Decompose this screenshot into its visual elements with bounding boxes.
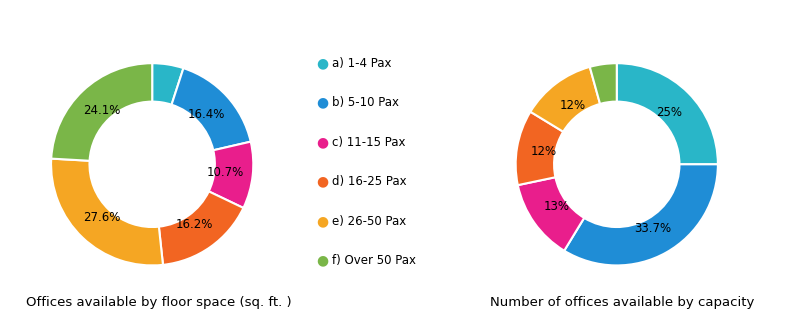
Text: ●: ●	[316, 135, 328, 149]
Text: Number of offices available by capacity: Number of offices available by capacity	[490, 296, 755, 309]
Text: ●: ●	[316, 214, 328, 228]
Wedge shape	[564, 164, 718, 265]
Wedge shape	[209, 142, 253, 208]
Text: e) 26-50 Pax: e) 26-50 Pax	[332, 215, 407, 228]
Text: 16.4%: 16.4%	[188, 108, 225, 121]
Text: 10.7%: 10.7%	[207, 166, 244, 179]
Text: 24.1%: 24.1%	[83, 104, 120, 117]
Wedge shape	[517, 177, 584, 251]
Wedge shape	[171, 68, 251, 150]
Text: 12%: 12%	[531, 145, 557, 158]
Wedge shape	[51, 63, 152, 161]
Wedge shape	[530, 67, 600, 132]
Text: ●: ●	[316, 96, 328, 110]
Text: ●: ●	[316, 254, 328, 268]
Wedge shape	[516, 112, 563, 185]
Text: 33.7%: 33.7%	[634, 222, 671, 235]
Text: ●: ●	[316, 56, 328, 70]
Wedge shape	[617, 63, 718, 164]
Text: 12%: 12%	[559, 99, 586, 112]
Wedge shape	[152, 63, 183, 105]
Text: d) 16-25 Pax: d) 16-25 Pax	[332, 175, 407, 188]
Text: 27.6%: 27.6%	[83, 211, 120, 224]
Text: b) 5-10 Pax: b) 5-10 Pax	[332, 96, 400, 109]
Text: c) 11-15 Pax: c) 11-15 Pax	[332, 136, 406, 149]
Text: a) 1-4 Pax: a) 1-4 Pax	[332, 57, 392, 70]
Wedge shape	[590, 63, 617, 104]
Text: Offices available by floor space (sq. ft. ): Offices available by floor space (sq. ft…	[26, 296, 292, 309]
Text: 25%: 25%	[656, 106, 682, 118]
Text: f) Over 50 Pax: f) Over 50 Pax	[332, 254, 417, 267]
Text: ●: ●	[316, 175, 328, 189]
Text: 16.2%: 16.2%	[176, 218, 214, 231]
Wedge shape	[159, 191, 244, 265]
Text: 13%: 13%	[544, 200, 570, 213]
Wedge shape	[51, 159, 163, 265]
